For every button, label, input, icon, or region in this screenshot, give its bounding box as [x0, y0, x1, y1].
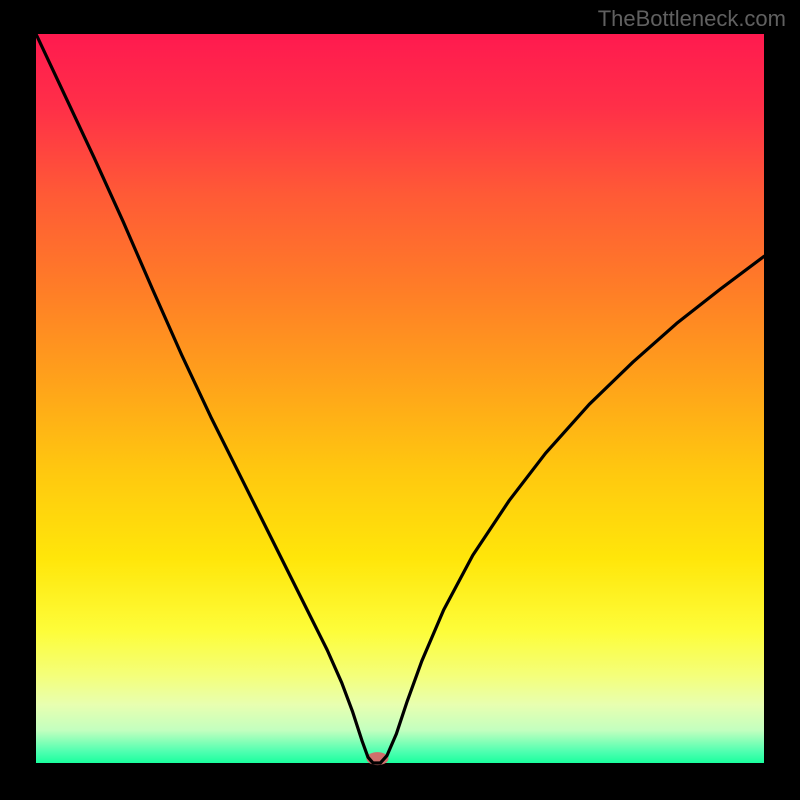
chart-container: TheBottleneck.com: [0, 0, 800, 800]
bottleneck-chart: [0, 0, 800, 800]
plot-gradient: [36, 34, 764, 763]
watermark-text: TheBottleneck.com: [598, 6, 786, 32]
